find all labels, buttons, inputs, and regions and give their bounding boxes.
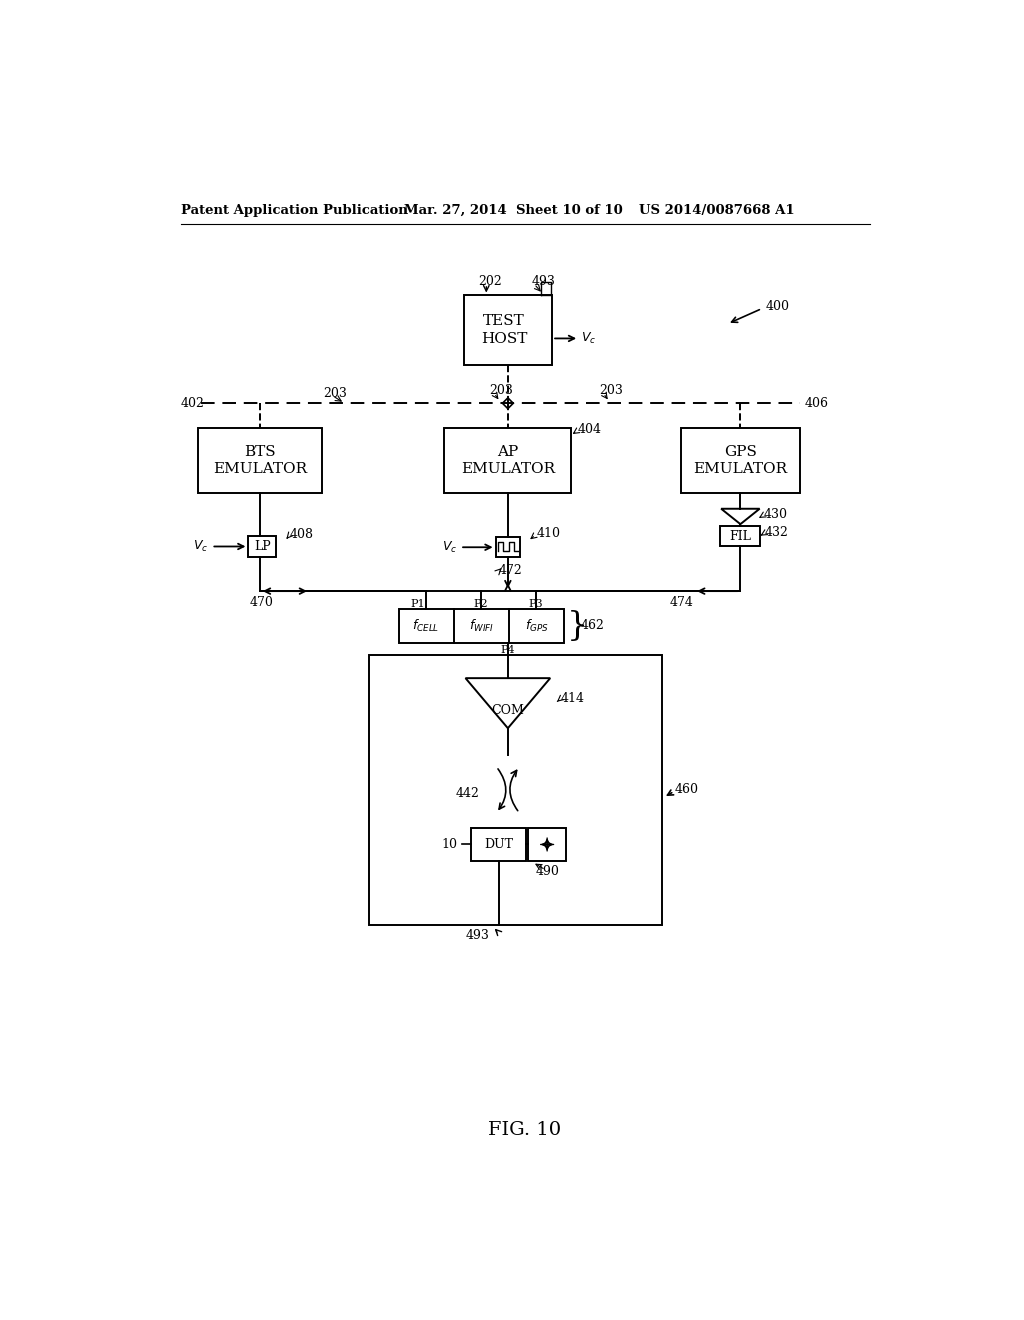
Text: 460: 460 [675, 783, 699, 796]
Text: P4: P4 [501, 645, 515, 656]
Text: 470: 470 [250, 597, 273, 610]
Text: P3: P3 [528, 599, 544, 610]
Bar [464, 296, 552, 364]
Bar [720, 527, 761, 546]
Text: $V_c$: $V_c$ [441, 540, 457, 554]
Text: US 2014/0087668 A1: US 2014/0087668 A1 [639, 205, 795, 218]
Text: $f_{GPS}$: $f_{GPS}$ [524, 618, 548, 634]
Text: 432: 432 [765, 527, 788, 539]
Text: $f_{WIFI}$: $f_{WIFI}$ [469, 618, 494, 634]
Text: 406: 406 [805, 397, 829, 409]
Text: $V_c$: $V_c$ [194, 539, 208, 554]
Text: 203: 203 [489, 384, 513, 397]
Text: 490: 490 [536, 865, 559, 878]
Text: 462: 462 [581, 619, 605, 632]
Text: 474: 474 [670, 597, 693, 610]
Text: 10: 10 [441, 838, 457, 851]
Text: BTS
EMULATOR: BTS EMULATOR [213, 445, 307, 477]
Text: 408: 408 [290, 528, 314, 541]
Text: 430: 430 [764, 508, 787, 521]
Bar [444, 428, 571, 494]
Text: 493: 493 [466, 929, 489, 942]
Text: P1: P1 [411, 599, 425, 610]
Bar [528, 829, 566, 861]
Text: FIL: FIL [729, 529, 752, 543]
Text: Mar. 27, 2014  Sheet 10 of 10: Mar. 27, 2014 Sheet 10 of 10 [403, 205, 623, 218]
Text: Patent Application Publication: Patent Application Publication [180, 205, 408, 218]
Text: 203: 203 [323, 387, 347, 400]
Text: FIG. 10: FIG. 10 [488, 1121, 561, 1139]
Text: $V_c$: $V_c$ [582, 331, 597, 346]
Bar [471, 829, 526, 861]
Bar [370, 655, 662, 924]
Text: LP: LP [254, 540, 270, 553]
Text: 402: 402 [180, 397, 205, 409]
Text: 442: 442 [456, 787, 479, 800]
Text: TEST
HOST: TEST HOST [481, 314, 527, 346]
Text: 472: 472 [499, 564, 522, 577]
Text: 400: 400 [766, 300, 790, 313]
Text: 410: 410 [537, 527, 560, 540]
Text: 493: 493 [531, 275, 556, 288]
Text: AP
EMULATOR: AP EMULATOR [461, 445, 555, 477]
Bar [199, 428, 322, 494]
Text: $f_{CELL}$: $f_{CELL}$ [413, 618, 439, 634]
Text: P2: P2 [473, 599, 488, 610]
Text: 404: 404 [578, 422, 602, 436]
Bar [398, 609, 564, 643]
Bar [249, 536, 276, 557]
Text: GPS
EMULATOR: GPS EMULATOR [693, 445, 787, 477]
Text: COM: COM [492, 705, 524, 717]
Text: 414: 414 [560, 693, 585, 705]
Bar [681, 428, 800, 494]
Text: 203: 203 [599, 384, 623, 397]
Text: }: } [566, 610, 588, 642]
Text: 202: 202 [478, 275, 503, 288]
Text: DUT: DUT [484, 838, 513, 851]
Bar [496, 537, 520, 557]
